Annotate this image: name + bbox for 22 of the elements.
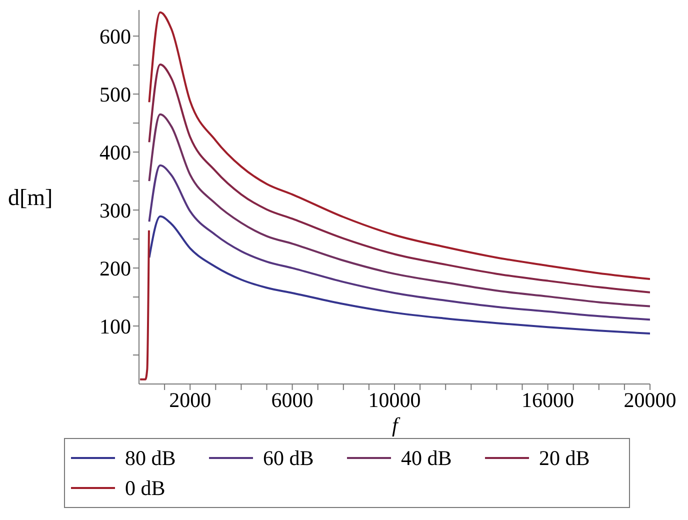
y-tick-label: 500	[100, 82, 131, 107]
x-tick-label: 6000	[271, 388, 314, 412]
legend-label: 80 dB	[125, 446, 176, 470]
y-tick-label: 400	[100, 140, 131, 165]
x-axis-title: f	[391, 412, 402, 438]
line-series	[148, 164, 650, 321]
x-tick-label: 2000	[169, 388, 212, 412]
y-tick-label: 100	[100, 314, 131, 338]
line-series	[148, 215, 650, 335]
y-tick-label: 200	[100, 256, 131, 280]
y-tick-label: 600	[100, 24, 131, 49]
x-tick-label: 20000	[624, 388, 676, 412]
x-tick-label: 10000	[368, 388, 421, 412]
legend-label: 20 dB	[539, 446, 590, 470]
legend-label: 40 dB	[401, 446, 452, 470]
legend-label: 0 dB	[125, 476, 166, 500]
y-tick-label: 300	[100, 198, 131, 222]
legend-label: 60 dB	[263, 446, 314, 470]
line-series	[148, 64, 650, 294]
x-tick-label: 16000	[522, 388, 574, 412]
y-axis-title: d[m]	[8, 185, 53, 210]
line-series	[148, 113, 650, 308]
